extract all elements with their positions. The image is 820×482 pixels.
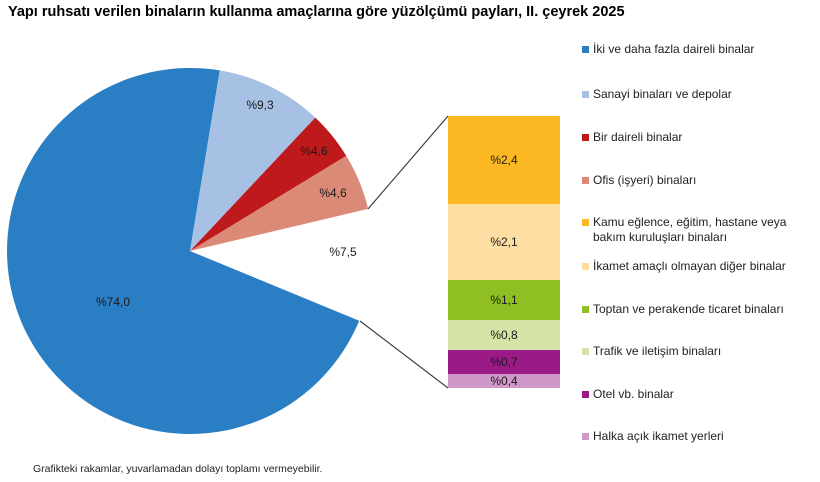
legend-swatch-icon: [582, 46, 589, 53]
pie-slice-sanayi: [190, 70, 316, 252]
legend-item-kamu: Kamu eğlence, eğitim, hastane veya bakım…: [582, 215, 786, 245]
bar-segment-halka: %0,4: [448, 374, 560, 388]
footnote: Grafikteki rakamlar, yuvarlamadan dolayı…: [33, 463, 323, 475]
bar-segment-toptan: %1,1: [448, 280, 560, 320]
pie-label-sanayi: %9,3: [246, 98, 274, 112]
bar-segment-trafik: %0,8: [448, 320, 560, 350]
bar-label-ikamet-olmayan: %2,1: [490, 235, 518, 249]
pie-slice-bir-daireli: [190, 117, 347, 251]
legend-item-bir-daireli: Bir daireli binalar: [582, 130, 682, 145]
legend-item-ofis: Ofis (işyeri) binaları: [582, 173, 696, 188]
bar-label-kamu: %2,4: [490, 153, 518, 167]
bar-segment-kamu: %2,4: [448, 116, 560, 204]
legend-swatch-icon: [582, 263, 589, 270]
pie-label-iki-ve-daha: %74,0: [96, 295, 130, 309]
bar-label-toptan: %1,1: [490, 293, 518, 307]
legend-item-sanayi: Sanayi binaları ve depolar: [582, 87, 732, 102]
bar-label-otel: %0,7: [490, 355, 518, 369]
pie-slice-iki-ve-daha-fazla: [7, 67, 360, 434]
chart-title: Yapı ruhsatı verilen binaların kullanma …: [8, 4, 625, 20]
pie-label-bir-daireli: %4,6: [300, 144, 328, 158]
legend-item-iki-ve-daha: İki ve daha fazla daireli binalar: [582, 42, 754, 57]
legend-swatch-icon: [582, 348, 589, 355]
connector-line-bottom: [359, 320, 449, 389]
legend-item-otel: Otel vb. binalar: [582, 387, 674, 402]
bar-label-trafik: %0,8: [490, 328, 518, 342]
legend-item-ikamet-olmayan: İkamet amaçlı olmayan diğer binalar: [582, 259, 786, 274]
connector-line-top: [367, 115, 449, 210]
legend-swatch-icon: [582, 306, 589, 313]
legend-swatch-icon: [582, 91, 589, 98]
legend-item-toptan: Toptan ve perakende ticaret binaları: [582, 302, 784, 317]
legend-item-halka: Halka açık ikamet yerleri: [582, 429, 724, 444]
bar-segment-otel: %0,7: [448, 350, 560, 374]
legend-item-trafik: Trafik ve iletişim binaları: [582, 344, 721, 359]
pie-label-diger: %7,5: [329, 245, 357, 259]
legend-swatch-icon: [582, 391, 589, 398]
bar-segment-ikamet-olmayan: %2,1: [448, 204, 560, 280]
bar-label-halka: %0,4: [490, 374, 518, 388]
pie-slice-ofis: [190, 155, 369, 251]
legend-swatch-icon: [582, 433, 589, 440]
legend-swatch-icon: [582, 177, 589, 184]
pie-label-ofis: %4,6: [319, 186, 347, 200]
legend-swatch-icon: [582, 219, 589, 226]
legend-swatch-icon: [582, 134, 589, 141]
